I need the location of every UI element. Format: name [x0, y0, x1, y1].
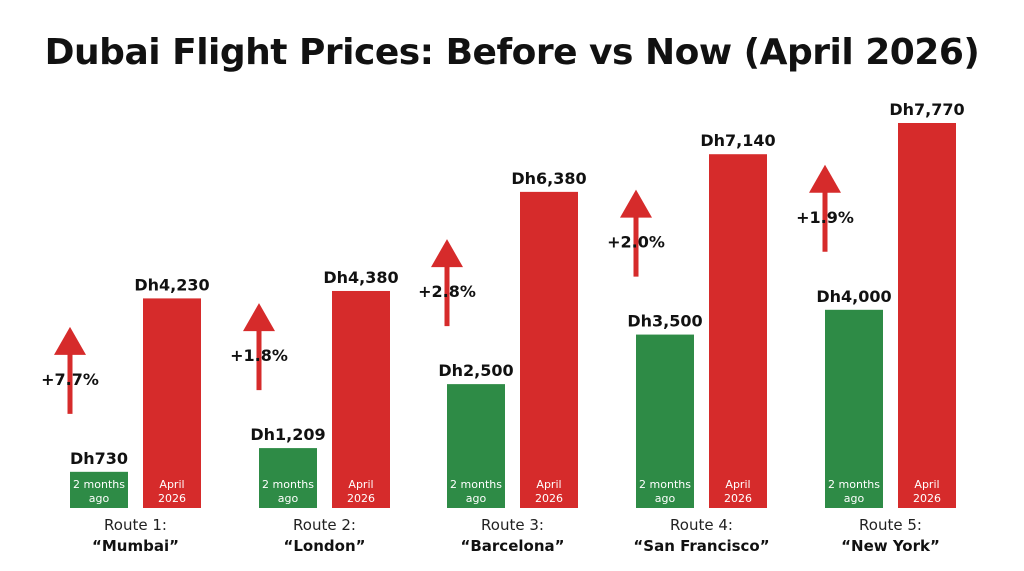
before-bar [636, 334, 694, 508]
change-percent-label: +7.7% [41, 370, 99, 389]
now-value-label: Dh4,230 [134, 275, 209, 294]
now-bar-label: 2026 [347, 492, 375, 505]
before-bar-label: 2 months [73, 478, 125, 491]
increase-arrow-head [54, 326, 86, 355]
before-bar-label: 2 months [450, 478, 502, 491]
before-bar [447, 384, 505, 508]
now-bar [898, 122, 956, 509]
now-bar [332, 290, 390, 508]
now-bar-label: April [725, 478, 750, 491]
route-name: “Mumbai” [92, 537, 179, 555]
before-value-label: Dh3,500 [627, 312, 702, 331]
before-value-label: Dh1,209 [250, 425, 325, 444]
before-bar-label: 2 months [828, 478, 880, 491]
now-bar [143, 298, 201, 508]
before-value-label: Dh730 [70, 449, 128, 468]
now-value-label: Dh7,770 [889, 100, 964, 119]
increase-arrow-head [243, 303, 275, 332]
change-percent-label: +1.9% [796, 208, 854, 227]
chart-title: Dubai Flight Prices: Before vs Now (Apri… [44, 32, 980, 73]
now-bar [709, 154, 767, 508]
route-label: Route 3: [481, 516, 544, 534]
before-bar [259, 448, 317, 508]
now-value-label: Dh6,380 [511, 169, 586, 188]
increase-arrow-head [431, 239, 463, 268]
change-percent-label: +2.0% [607, 233, 665, 252]
now-bar-label: 2026 [535, 492, 563, 505]
now-value-label: Dh7,140 [700, 131, 775, 150]
increase-arrow-head [809, 164, 841, 193]
before-value-label: Dh4,000 [816, 287, 891, 306]
before-bar-label: ago [655, 492, 676, 505]
change-percent-label: +1.8% [230, 346, 288, 365]
route-name: “San Francisco” [633, 537, 769, 555]
increase-arrow-head [620, 189, 652, 218]
route-label: Route 4: [670, 516, 733, 534]
route-label: Route 5: [859, 516, 922, 534]
route-label: Route 2: [293, 516, 356, 534]
before-bar [825, 309, 883, 508]
route-name: “Barcelona” [461, 537, 565, 555]
now-bar-label: April [914, 478, 939, 491]
route-label: Route 1: [104, 516, 167, 534]
before-bar-label: ago [89, 492, 110, 505]
now-bar-label: 2026 [913, 492, 941, 505]
route-name: “London” [284, 537, 366, 555]
now-bar-label: 2026 [724, 492, 752, 505]
now-bar-label: April [159, 478, 184, 491]
before-bar-label: ago [278, 492, 299, 505]
before-bar-label: ago [466, 492, 487, 505]
before-value-label: Dh2,500 [438, 361, 513, 380]
before-bar-label: 2 months [262, 478, 314, 491]
now-bar-label: April [536, 478, 561, 491]
route-name: “New York” [841, 537, 940, 555]
now-bar [520, 191, 578, 508]
now-bar-label: 2026 [158, 492, 186, 505]
change-percent-label: +2.8% [418, 282, 476, 301]
before-bar-label: ago [844, 492, 865, 505]
now-bar-label: April [348, 478, 373, 491]
before-bar-label: 2 months [639, 478, 691, 491]
now-value-label: Dh4,380 [323, 268, 398, 287]
before-bar [70, 471, 128, 508]
